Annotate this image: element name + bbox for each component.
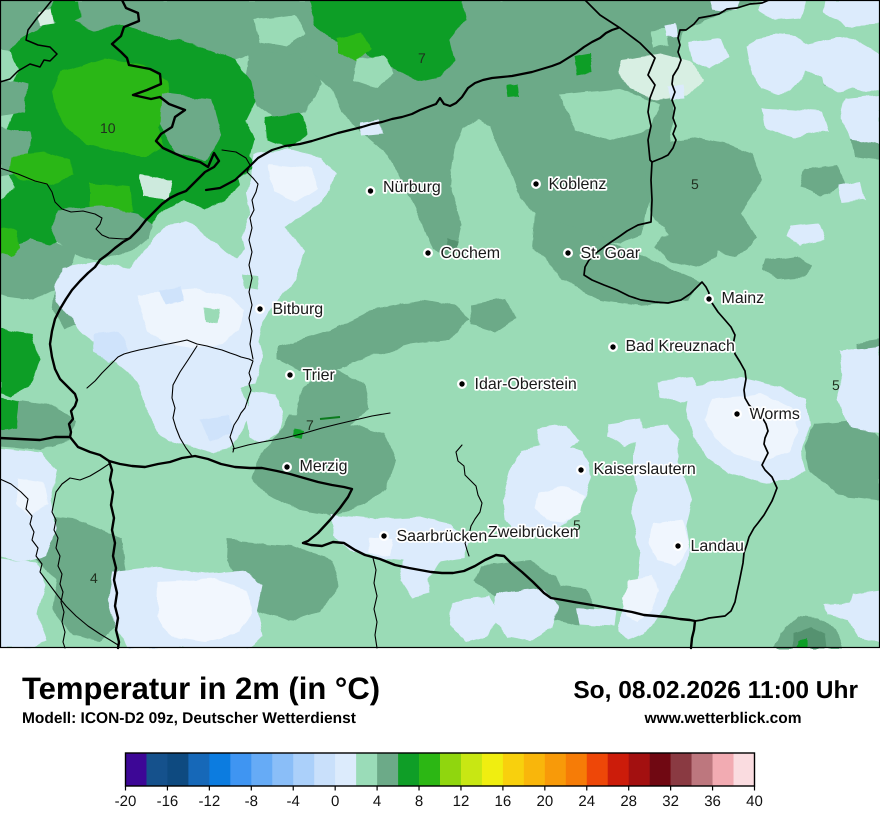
svg-text:24: 24 <box>578 793 595 810</box>
svg-text:16: 16 <box>495 793 512 810</box>
svg-text:-16: -16 <box>157 793 179 810</box>
svg-text:10: 10 <box>100 120 116 136</box>
svg-text:7: 7 <box>418 50 426 66</box>
svg-text:-8: -8 <box>245 793 258 810</box>
svg-text:Bad Kreuznach: Bad Kreuznach <box>626 338 735 355</box>
svg-text:Koblenz: Koblenz <box>549 176 607 193</box>
svg-text:Saarbrücken: Saarbrücken <box>397 528 488 545</box>
svg-text:Bitburg: Bitburg <box>273 301 324 318</box>
svg-text:www.wetterblick.com: www.wetterblick.com <box>643 710 801 727</box>
svg-text:Nürburg: Nürburg <box>383 179 441 196</box>
svg-text:7: 7 <box>306 417 314 433</box>
svg-text:Trier: Trier <box>303 367 336 384</box>
svg-text:-4: -4 <box>287 793 300 810</box>
svg-text:5: 5 <box>573 517 581 533</box>
svg-text:Zweibrücken: Zweibrücken <box>488 524 579 541</box>
svg-text:Mainz: Mainz <box>722 290 765 307</box>
svg-text:-20: -20 <box>115 793 137 810</box>
svg-text:32: 32 <box>662 793 679 810</box>
svg-text:8: 8 <box>415 793 423 810</box>
svg-text:Worms: Worms <box>750 406 800 423</box>
svg-text:Landau: Landau <box>691 538 744 555</box>
svg-text:Temperatur in 2m (in °C): Temperatur in 2m (in °C) <box>22 671 380 706</box>
svg-text:So, 08.02.2026 11:00 Uhr: So, 08.02.2026 11:00 Uhr <box>573 677 858 704</box>
svg-text:12: 12 <box>453 793 470 810</box>
svg-text:20: 20 <box>536 793 553 810</box>
svg-text:Kaiserslautern: Kaiserslautern <box>594 461 696 478</box>
svg-text:5: 5 <box>832 377 840 393</box>
svg-text:36: 36 <box>704 793 721 810</box>
svg-text:St. Goar: St. Goar <box>581 245 641 262</box>
svg-text:Modell: ICON-D2 09z, Deutscher: Modell: ICON-D2 09z, Deutscher Wetterdie… <box>22 710 356 727</box>
svg-text:5: 5 <box>691 176 699 192</box>
svg-text:28: 28 <box>620 793 637 810</box>
svg-text:Cochem: Cochem <box>441 245 501 262</box>
svg-text:4: 4 <box>90 570 98 586</box>
svg-text:Idar-Oberstein: Idar-Oberstein <box>475 376 577 393</box>
svg-text:Merzig: Merzig <box>300 458 348 475</box>
svg-text:-12: -12 <box>199 793 221 810</box>
svg-text:4: 4 <box>373 793 381 810</box>
svg-text:0: 0 <box>331 793 339 810</box>
svg-text:40: 40 <box>746 793 763 810</box>
